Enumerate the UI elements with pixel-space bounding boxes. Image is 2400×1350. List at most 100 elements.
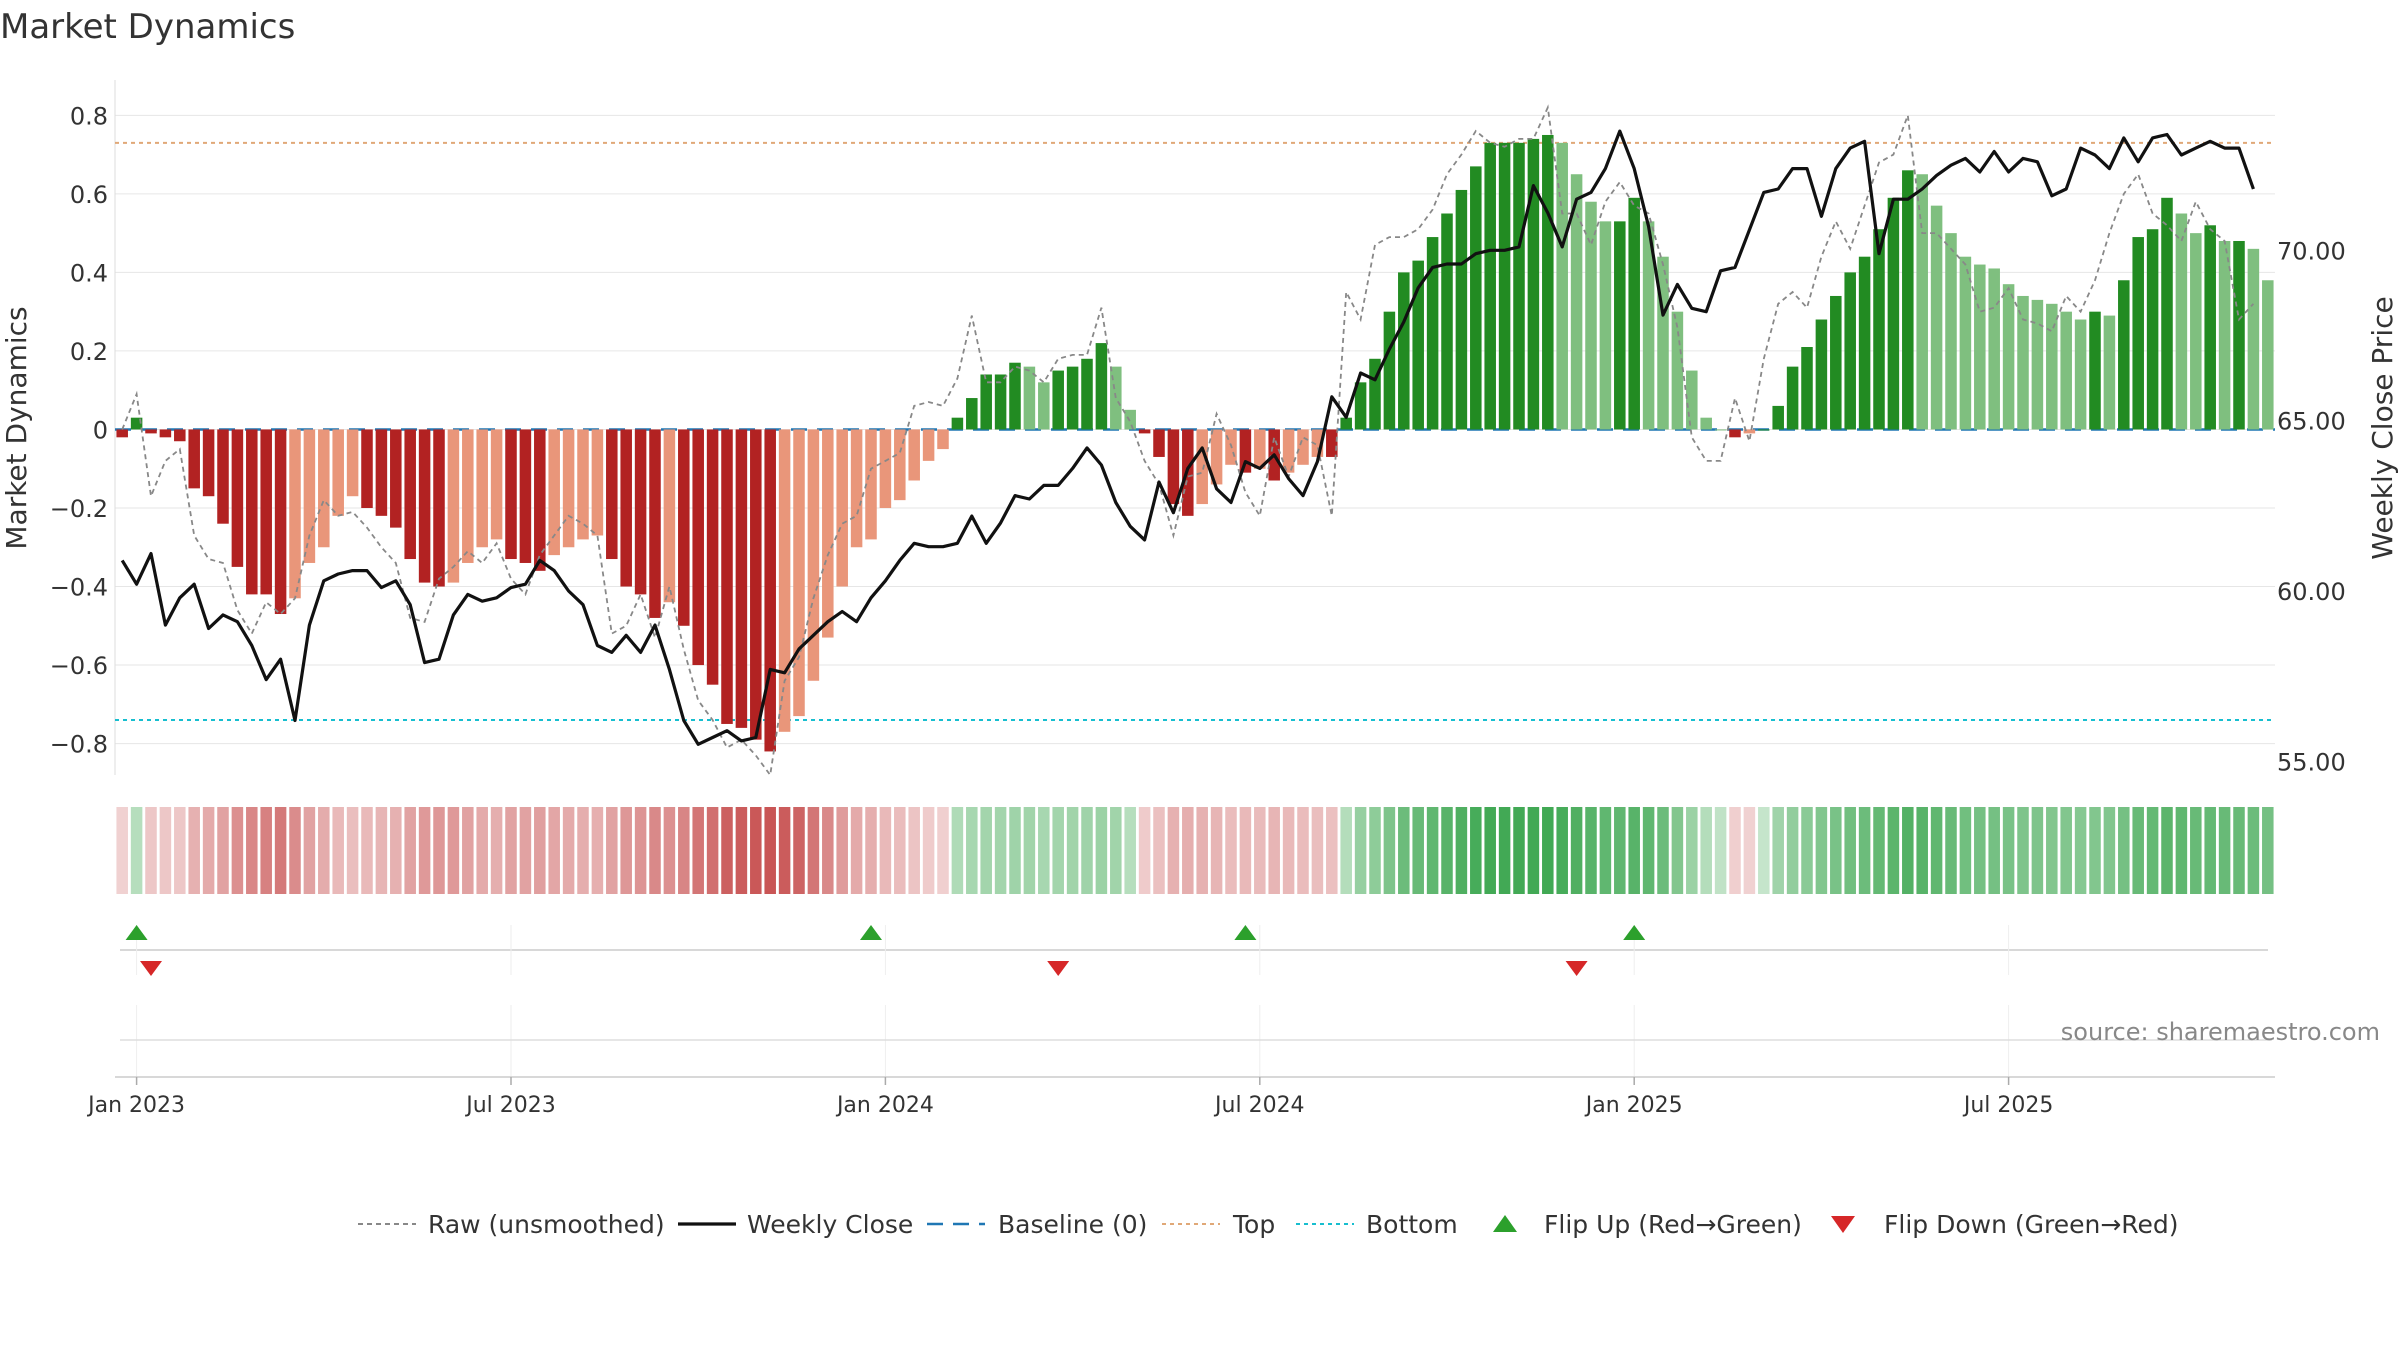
dynamics-bar xyxy=(2190,233,2202,430)
legend-label: Weekly Close xyxy=(747,1210,913,1239)
strip-cell xyxy=(793,807,805,894)
strength-heat-strip xyxy=(116,807,2274,894)
legend-label: Flip Up (Red→Green) xyxy=(1544,1210,1802,1239)
strip-cell xyxy=(2046,807,2058,894)
strip-cell xyxy=(1470,807,1482,894)
strip-cell xyxy=(1729,807,1741,894)
dynamics-bar xyxy=(1959,256,1972,430)
dynamics-bar xyxy=(548,429,560,556)
strip-cell xyxy=(1239,807,1252,894)
strip-cell xyxy=(1340,807,1352,894)
strip-cell xyxy=(1081,807,1093,894)
dynamics-bar xyxy=(1729,429,1741,438)
dynamics-bar xyxy=(1873,229,1885,430)
strip-cell xyxy=(1354,807,1367,894)
strip-cell xyxy=(1974,807,1986,894)
strip-cell xyxy=(2060,807,2072,894)
strip-cell xyxy=(1988,807,2000,894)
source-label: source: sharemaestro.com xyxy=(2061,1018,2380,1046)
strip-cell xyxy=(1830,807,1842,894)
strip-cell xyxy=(721,807,733,894)
dynamics-bar xyxy=(750,429,762,740)
left-tick-label: 0.6 xyxy=(70,181,108,209)
dynamics-bar xyxy=(202,429,215,497)
dynamics-bar xyxy=(1945,233,1957,430)
strip-cell xyxy=(1930,807,1943,894)
strip-cell xyxy=(1110,807,1122,894)
dynamics-bar xyxy=(505,429,517,560)
dynamics-bar xyxy=(1426,237,1439,430)
strip-cell xyxy=(361,807,373,894)
dynamics-bar xyxy=(217,429,229,524)
dynamics-bar xyxy=(1484,142,1496,430)
left-tick-label: 0.2 xyxy=(70,338,108,366)
strip-cell xyxy=(1009,807,1021,894)
strip-cell xyxy=(1498,807,1511,894)
dynamics-bar xyxy=(2089,311,2101,430)
strip-cell xyxy=(1542,807,1554,894)
dynamics-bar xyxy=(620,429,632,587)
dynamics-bar xyxy=(1858,256,1871,430)
strip-cell xyxy=(1815,807,1828,894)
dynamics-bar xyxy=(1066,366,1079,430)
dynamics-bar xyxy=(246,429,258,595)
dynamics-bar xyxy=(1527,138,1540,430)
dynamics-bar xyxy=(1714,429,1727,431)
dynamics-bar xyxy=(1700,417,1712,430)
dynamics-bar xyxy=(649,429,661,618)
right-axis-label: Weekly Close Price xyxy=(2366,296,2399,559)
dynamics-bar xyxy=(303,429,316,563)
strip-cell xyxy=(836,807,848,894)
strip-cell xyxy=(1945,807,1957,894)
dynamics-bar xyxy=(145,429,157,434)
strip-cell xyxy=(1167,807,1180,894)
strip-cell xyxy=(1369,807,1381,894)
dynamics-bar xyxy=(634,429,647,595)
dynamics-bar xyxy=(1009,362,1021,430)
strip-cell xyxy=(2103,807,2116,894)
dynamics-bar xyxy=(951,417,964,430)
dynamics-bar xyxy=(1369,358,1381,430)
dynamics-bar xyxy=(2017,295,2029,430)
strip-cell xyxy=(1801,807,1813,894)
dynamics-bar xyxy=(1095,343,1108,430)
dynamics-bar xyxy=(2046,303,2058,430)
dynamics-bar xyxy=(1167,429,1180,505)
left-axis-label: Market Dynamics xyxy=(0,306,33,549)
dynamics-bar xyxy=(116,429,128,438)
dynamics-bar xyxy=(1542,134,1554,430)
strip-cell xyxy=(1426,807,1439,894)
dynamics-bar xyxy=(2146,229,2159,430)
dynamics-bar xyxy=(2161,197,2173,430)
strip-cell xyxy=(145,807,157,894)
strip-cell xyxy=(246,807,258,894)
dynamics-bar xyxy=(274,429,287,615)
strip-cell xyxy=(591,807,604,894)
strip-cell xyxy=(1916,807,1928,894)
dynamics-bar xyxy=(260,429,272,595)
legend-label: Bottom xyxy=(1366,1210,1458,1239)
strip-cell xyxy=(2190,807,2202,894)
dynamics-bar xyxy=(764,429,776,752)
strip-cell xyxy=(447,807,460,894)
strip-cell xyxy=(1441,807,1453,894)
legend-label: Baseline (0) xyxy=(998,1210,1147,1239)
left-axis-ticks: 0.8 0.6 0.4 0.2 0 −0.2 −0.4 −0.6 −0.8 xyxy=(50,102,108,758)
strip-cell xyxy=(332,807,344,894)
strip-cell xyxy=(1311,807,1324,894)
strip-cell xyxy=(1686,807,1698,894)
dynamics-bar xyxy=(1786,366,1799,430)
strip-cell xyxy=(1412,807,1424,894)
dynamics-bar xyxy=(2175,213,2188,430)
strip-cell xyxy=(1268,807,1280,894)
strip-cell xyxy=(1095,807,1108,894)
dynamics-bar xyxy=(807,429,820,681)
strip-cell xyxy=(1556,807,1568,894)
strip-cell xyxy=(404,807,416,894)
flip-markers-panel xyxy=(120,925,2268,976)
strip-cell xyxy=(1585,807,1597,894)
strip-cell xyxy=(1743,807,1756,894)
strip-cell xyxy=(1182,807,1194,894)
strip-cell xyxy=(2132,807,2144,894)
strip-cell xyxy=(606,807,618,894)
